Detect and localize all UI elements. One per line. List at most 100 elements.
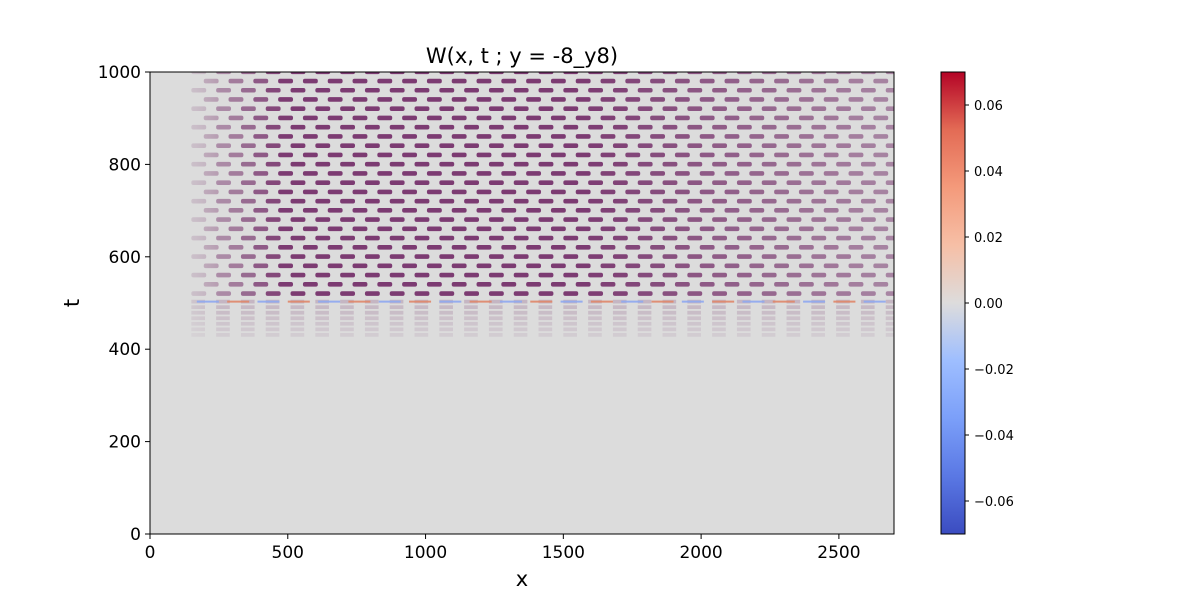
band-cell bbox=[774, 97, 790, 102]
band-cell bbox=[240, 217, 256, 222]
band-cell bbox=[687, 305, 701, 310]
band-cell bbox=[364, 180, 380, 185]
band-cell bbox=[637, 72, 653, 75]
band-cell bbox=[687, 143, 703, 148]
band-cell bbox=[885, 305, 894, 310]
band-cell bbox=[240, 254, 256, 259]
band-cell bbox=[488, 310, 503, 315]
band-cell bbox=[637, 198, 653, 204]
band-cell bbox=[712, 327, 726, 332]
band-cell bbox=[712, 291, 728, 296]
band-cell bbox=[278, 245, 294, 250]
band-cell bbox=[538, 310, 553, 315]
band-cell bbox=[253, 115, 269, 121]
band-cell bbox=[439, 198, 455, 204]
band-cell bbox=[315, 124, 331, 130]
band-cell bbox=[650, 78, 666, 84]
band-cell bbox=[885, 321, 894, 326]
band-cell bbox=[674, 263, 690, 269]
band-cell bbox=[563, 272, 579, 278]
band-cell bbox=[600, 97, 616, 102]
band-cell bbox=[575, 245, 591, 250]
band-cell bbox=[488, 198, 504, 204]
band-cell bbox=[451, 263, 467, 269]
band-cell bbox=[253, 189, 269, 195]
band-cell bbox=[290, 254, 306, 259]
band-cell bbox=[724, 134, 740, 139]
band-cell bbox=[253, 171, 269, 176]
band-cell bbox=[240, 321, 255, 326]
band-cell bbox=[290, 124, 306, 130]
band-cell bbox=[662, 124, 678, 130]
band-cell bbox=[377, 78, 393, 84]
band-cell bbox=[439, 310, 453, 315]
band-cell bbox=[352, 189, 368, 195]
band-cell bbox=[476, 263, 492, 269]
band-cell bbox=[836, 316, 850, 321]
band-cell bbox=[464, 305, 478, 310]
band-cell bbox=[265, 316, 280, 321]
band-cell bbox=[377, 134, 393, 139]
band-cell bbox=[364, 305, 379, 310]
band-cell bbox=[687, 327, 701, 332]
band-cell bbox=[253, 245, 269, 250]
band-cell bbox=[736, 272, 752, 278]
band-cell bbox=[687, 235, 703, 241]
band-cell bbox=[464, 180, 480, 185]
band-cell bbox=[513, 143, 529, 148]
band-cell bbox=[811, 254, 827, 259]
band-cell bbox=[885, 299, 894, 304]
band-cell bbox=[364, 143, 380, 148]
band-cell bbox=[550, 281, 566, 287]
band-cell bbox=[265, 235, 281, 241]
band-cell bbox=[464, 161, 480, 167]
band-cell bbox=[786, 291, 802, 296]
band-cell bbox=[712, 72, 728, 75]
band-cell bbox=[724, 208, 740, 213]
band-cell bbox=[911, 217, 926, 222]
band-cell bbox=[699, 134, 715, 139]
band-cell bbox=[699, 115, 715, 121]
band-cell bbox=[265, 106, 281, 112]
band-cell bbox=[637, 272, 653, 278]
band-cell bbox=[488, 72, 504, 75]
band-cell bbox=[278, 189, 294, 195]
band-cell bbox=[823, 208, 839, 213]
band-cell bbox=[774, 245, 790, 250]
band-cell bbox=[600, 263, 616, 269]
band-cell bbox=[588, 235, 604, 241]
band-cell bbox=[761, 333, 776, 337]
band-cell bbox=[699, 281, 715, 287]
band-cell bbox=[786, 72, 802, 75]
band-cell bbox=[240, 235, 256, 241]
band-cell bbox=[885, 161, 894, 167]
band-cell bbox=[637, 235, 653, 241]
band-cell bbox=[860, 198, 876, 204]
band-cell bbox=[364, 272, 380, 278]
band-cell bbox=[550, 208, 566, 213]
band-cell bbox=[736, 254, 752, 259]
band-cell bbox=[736, 333, 751, 337]
band-cell bbox=[426, 78, 442, 84]
band-cell bbox=[488, 299, 503, 304]
band-cell bbox=[228, 263, 244, 269]
y-tick-label: 1000 bbox=[98, 63, 141, 83]
band-cell bbox=[476, 134, 492, 139]
band-cell bbox=[327, 152, 343, 158]
band-cell bbox=[501, 152, 517, 158]
band-cell bbox=[625, 263, 641, 269]
band-cell bbox=[873, 152, 889, 158]
band-cell bbox=[327, 115, 343, 121]
band-cell bbox=[563, 180, 579, 185]
band-cell bbox=[538, 180, 554, 185]
x-tick-label: 2000 bbox=[679, 543, 722, 563]
band-cell bbox=[736, 180, 752, 185]
band-cell bbox=[278, 152, 294, 158]
band-cell bbox=[364, 310, 379, 315]
band-cell bbox=[389, 316, 404, 321]
band-cell bbox=[761, 235, 777, 241]
band-cell bbox=[811, 217, 827, 222]
band-cell bbox=[501, 134, 517, 139]
band-cell bbox=[662, 321, 677, 326]
band-cell bbox=[811, 316, 825, 321]
